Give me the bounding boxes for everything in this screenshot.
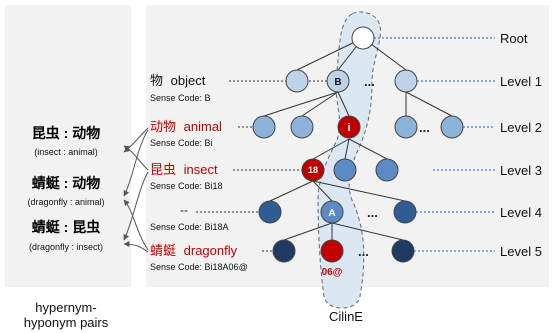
- level-label-1: Level 1: [500, 74, 542, 89]
- caption-cilin: CilinE: [329, 309, 363, 324]
- ellipsis-l1: ...: [364, 74, 375, 89]
- node-l2: [290, 115, 314, 139]
- pairs: 昆虫 : 动物 (insect : animal) 蜻蜓 : 动物 (drago…: [27, 125, 104, 252]
- node-label-06: 06@: [322, 267, 343, 278]
- entry-insect: 昆虫 insect: [150, 162, 218, 177]
- sense-code-bi18a06: Sense Code: Bi18A06@: [150, 262, 248, 272]
- node-l2-i: [337, 115, 361, 139]
- node-l1: [394, 69, 418, 93]
- ellipsis-l2: ...: [419, 120, 430, 135]
- pairs-panel: [5, 5, 131, 287]
- level-lines: [374, 37, 495, 252]
- captions: hypernym- hyponym pairs CilinE: [24, 300, 364, 330]
- sense-code-b: Sense Code: B: [150, 93, 211, 103]
- node-root: [351, 26, 375, 50]
- node-l5: [391, 239, 415, 263]
- node-l5-06: [320, 239, 344, 263]
- node-l3: [375, 158, 399, 182]
- node-l2: [394, 115, 418, 139]
- pair-3-gloss: (dragonfly : insect): [29, 242, 103, 252]
- node-label-18: 18: [308, 165, 318, 175]
- tree-edges: [263, 37, 453, 241]
- node-l4-a: [320, 200, 344, 224]
- caption-pairs-line1: hypernym-: [35, 300, 96, 315]
- pair-2-gloss: (dragonfly : animal): [27, 197, 104, 207]
- level-label-3: Level 3: [500, 163, 542, 178]
- pair-arrows: [123, 127, 149, 253]
- ellipsis-l4: ...: [367, 205, 378, 220]
- level-label-2: Level 2: [500, 120, 542, 135]
- entry-leaders: [196, 80, 327, 252]
- node-label-i: i: [347, 122, 350, 134]
- pair-1: 昆虫 : 动物: [32, 125, 100, 141]
- entry-dashes: --: [180, 203, 188, 217]
- caption-pairs-line2: hyponym pairs: [24, 315, 109, 330]
- level-label-4: Level 4: [500, 205, 542, 220]
- node-l4: [258, 200, 282, 224]
- sense-code-bi18: Sense Code: Bi18: [150, 181, 223, 191]
- pair-3: 蜻蜓 : 昆虫: [32, 219, 100, 235]
- level-label-5: Level 5: [500, 244, 542, 259]
- node-l3: [333, 158, 357, 182]
- entry-object: 物 object: [150, 73, 206, 88]
- node-l1: [285, 69, 309, 93]
- entry-dragonfly: 蜻蜓 dragonfly: [150, 243, 238, 258]
- pair-1-gloss: (insect : animal): [34, 147, 98, 157]
- node-l2: [440, 115, 464, 139]
- pair-2: 蜻蜓 : 动物: [32, 175, 100, 191]
- entries: 物 object Sense Code: B 动物 animal Sense C…: [150, 73, 248, 272]
- node-l1-b: [326, 69, 350, 93]
- node-label-a: A: [328, 208, 335, 219]
- level-labels: Root Level 1 Level 2 Level 3 Level 4 Lev…: [500, 31, 542, 259]
- node-l2: [252, 115, 276, 139]
- entry-animal: 动物 animal: [150, 119, 222, 134]
- level-label-root: Root: [500, 31, 528, 46]
- node-label-b: B: [334, 77, 341, 88]
- sense-code-bi18a: Sense Code: Bi18A: [150, 222, 229, 232]
- node-l4: [393, 200, 417, 224]
- ellipses: ... ... ... ...: [358, 74, 430, 259]
- node-l3-18: [301, 158, 325, 182]
- ellipsis-l5: ...: [358, 244, 369, 259]
- sense-code-bi: Sense Code: Bi: [150, 138, 213, 148]
- node-l5: [272, 239, 296, 263]
- tree-nodes: [252, 26, 464, 263]
- node-labels: B i 18 A 06@: [308, 77, 351, 278]
